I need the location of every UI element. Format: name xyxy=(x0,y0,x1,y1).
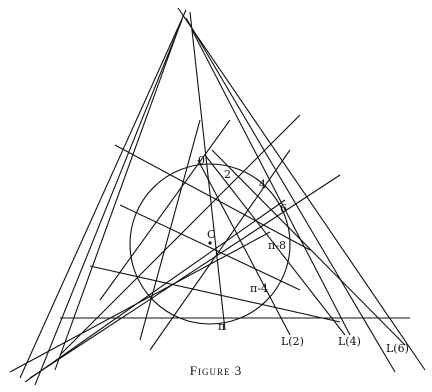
label-0: 0 xyxy=(198,154,205,167)
line-left-1 xyxy=(19,9,187,379)
line-center-b xyxy=(114,144,311,251)
line-right-1 xyxy=(177,7,426,371)
label-pi-8: π-8 xyxy=(268,239,286,252)
line-right-3 xyxy=(191,29,351,336)
line-lower-left-2 xyxy=(24,199,286,383)
line-center-d xyxy=(59,114,301,356)
line-center-f xyxy=(99,119,231,301)
incircle xyxy=(129,163,291,325)
line-right-2 xyxy=(185,17,396,373)
label-2: 2 xyxy=(224,168,231,181)
label-pi-4: π-4 xyxy=(250,282,268,295)
label-6: 6 xyxy=(280,202,287,215)
label-L6: L(6) xyxy=(386,342,409,355)
label-L2: L(2) xyxy=(281,335,304,348)
center-point xyxy=(208,241,212,245)
line-center-g xyxy=(139,119,201,341)
line-left-3 xyxy=(54,29,179,371)
line-bottom-2 xyxy=(89,265,341,323)
line-center-vertical xyxy=(189,11,226,331)
line-center-e xyxy=(29,174,341,379)
line-left-2 xyxy=(34,19,183,386)
label-4: 4 xyxy=(259,178,266,191)
label-L4: L(4) xyxy=(338,335,361,348)
line-center-a xyxy=(119,204,301,291)
line-L4 xyxy=(204,154,346,336)
line-L2 xyxy=(197,159,291,336)
line-L6 xyxy=(211,149,406,346)
label-pi: π xyxy=(218,320,225,333)
line-center-c xyxy=(149,149,291,351)
figure-caption: Figure 3 xyxy=(189,363,243,378)
label-center-c: C xyxy=(207,228,215,241)
